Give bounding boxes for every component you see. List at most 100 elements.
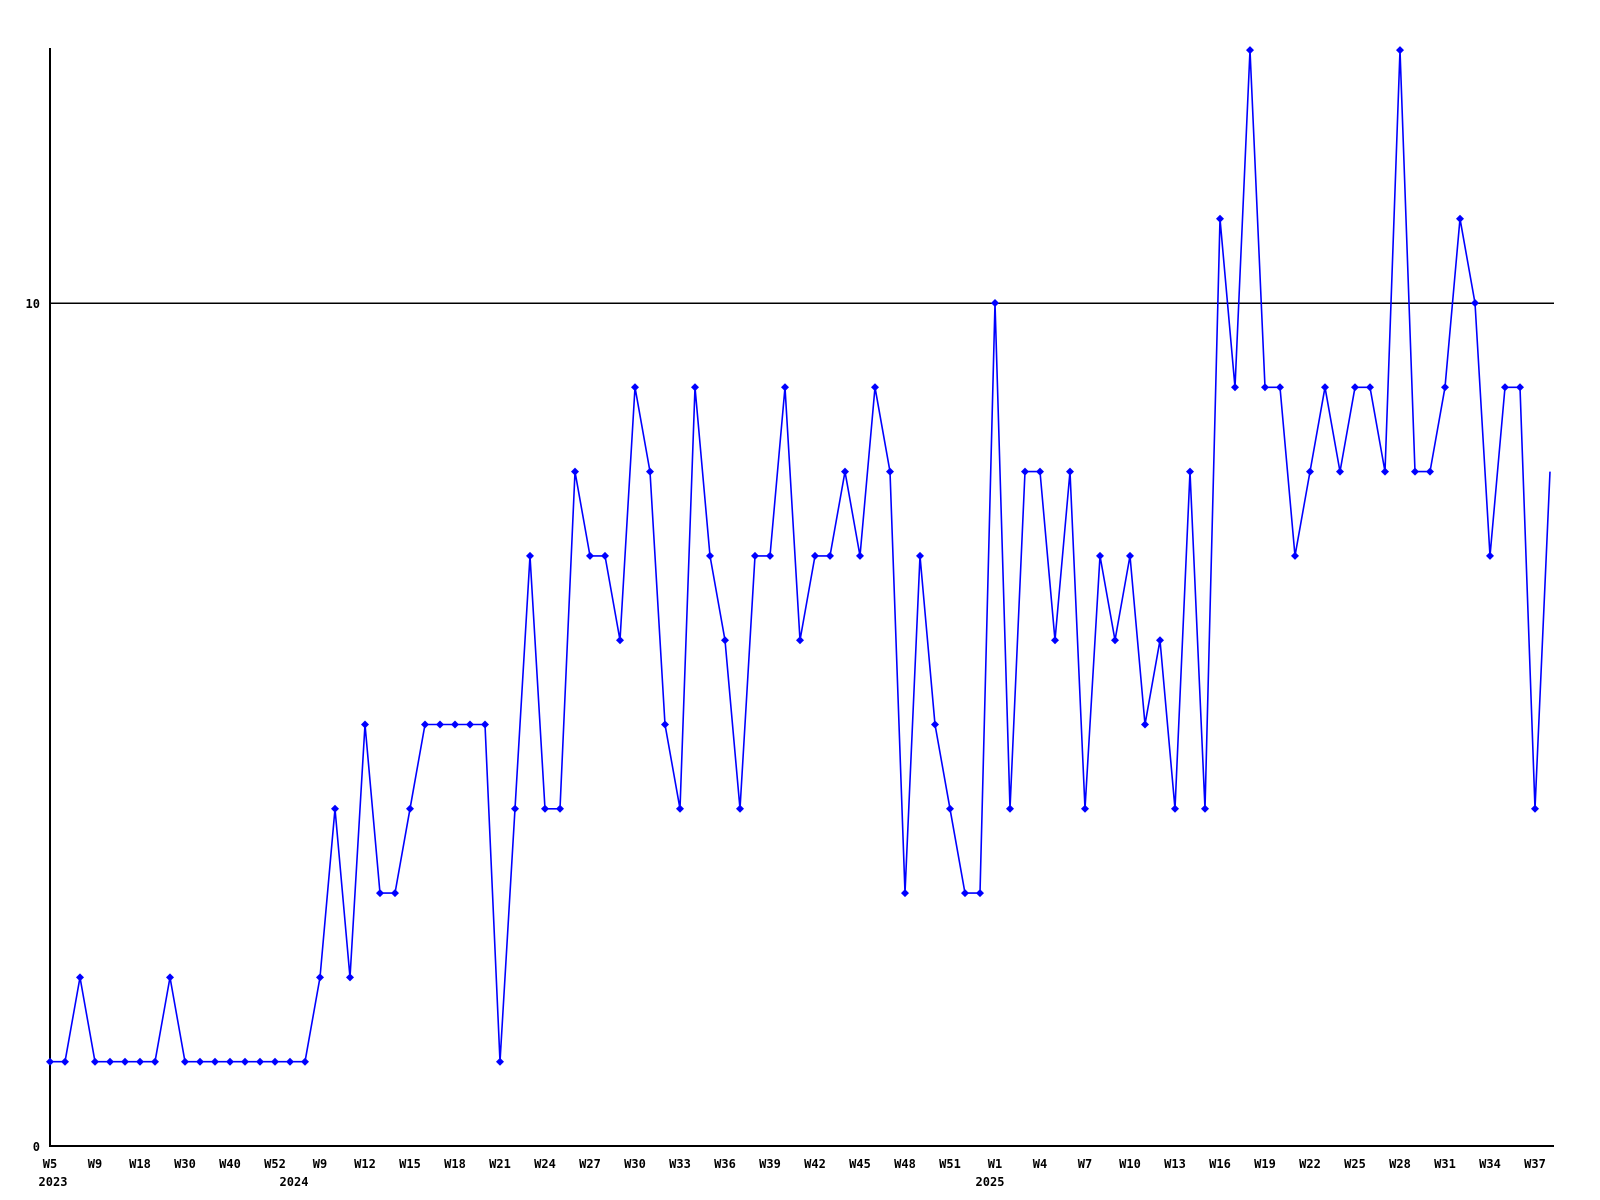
x-tick-label: W18 — [129, 1157, 151, 1171]
x-tick-label: W5 — [43, 1157, 57, 1171]
x-year-label: 2025 — [976, 1175, 1005, 1189]
data-point-marker — [406, 804, 414, 813]
data-point-marker — [661, 720, 669, 729]
data-point-marker — [1246, 46, 1254, 55]
x-tick-label: W22 — [1299, 1157, 1321, 1171]
data-point-marker — [1531, 804, 1539, 813]
x-tick-label: W21 — [489, 1157, 511, 1171]
x-tick-label: W37 — [1524, 1157, 1546, 1171]
data-point-marker — [841, 467, 849, 476]
x-tick-label: W7 — [1078, 1157, 1092, 1171]
data-point-marker — [61, 1057, 69, 1066]
data-point-marker — [46, 1057, 54, 1066]
x-tick-label: W13 — [1164, 1157, 1186, 1171]
y-tick-label: 0 — [33, 1140, 40, 1154]
x-tick-label: W51 — [939, 1157, 961, 1171]
data-point-marker — [1501, 383, 1509, 392]
data-point-marker — [1036, 467, 1044, 476]
x-tick-label: W30 — [624, 1157, 646, 1171]
data-point-marker — [1021, 467, 1029, 476]
data-point-marker — [346, 973, 354, 982]
data-point-marker — [1351, 383, 1359, 392]
data-point-marker — [496, 1057, 504, 1066]
data-point-marker — [976, 889, 984, 898]
data-point-marker — [1486, 551, 1494, 560]
data-point-marker — [1156, 636, 1164, 645]
data-point-marker — [886, 467, 894, 476]
data-point-marker — [106, 1057, 114, 1066]
data-point-marker — [1186, 467, 1194, 476]
x-tick-label: W31 — [1434, 1157, 1456, 1171]
x-year-label: 2024 — [280, 1175, 309, 1189]
data-point-marker — [961, 889, 969, 898]
data-point-marker — [136, 1057, 144, 1066]
data-point-marker — [706, 551, 714, 560]
data-point-marker — [1426, 467, 1434, 476]
data-point-marker — [571, 467, 579, 476]
data-point-marker — [1171, 804, 1179, 813]
data-point-marker — [526, 551, 534, 560]
x-tick-label: W52 — [264, 1157, 286, 1171]
data-point-marker — [181, 1057, 189, 1066]
data-point-marker — [1276, 383, 1284, 392]
data-point-marker — [121, 1057, 129, 1066]
data-point-marker — [76, 973, 84, 982]
data-point-marker — [1081, 804, 1089, 813]
series-line — [50, 49, 1551, 1063]
data-point-marker — [826, 551, 834, 560]
data-point-marker — [586, 551, 594, 560]
data-point-marker — [631, 383, 639, 392]
data-point-marker — [766, 551, 774, 560]
data-point-marker — [856, 551, 864, 560]
data-point-marker — [556, 804, 564, 813]
data-point-marker — [1231, 383, 1239, 392]
data-point-marker — [1096, 551, 1104, 560]
data-point-marker — [1411, 467, 1419, 476]
data-point-marker — [796, 636, 804, 645]
data-point-marker — [196, 1057, 204, 1066]
x-tick-label: W12 — [354, 1157, 376, 1171]
y-tick-label: 10 — [26, 297, 40, 311]
x-tick-label: W25 — [1344, 1157, 1366, 1171]
data-point-marker — [391, 889, 399, 898]
data-point-marker — [811, 551, 819, 560]
x-tick-label: W36 — [714, 1157, 736, 1171]
x-tick-label: W19 — [1254, 1157, 1276, 1171]
data-point-marker — [601, 551, 609, 560]
x-tick-label: W18 — [444, 1157, 466, 1171]
data-point-marker — [646, 467, 654, 476]
x-tick-label: W45 — [849, 1157, 871, 1171]
data-point-marker — [616, 636, 624, 645]
x-tick-label: W15 — [399, 1157, 421, 1171]
data-point-marker — [451, 720, 459, 729]
x-tick-label: W9 — [88, 1157, 102, 1171]
data-point-marker — [1126, 551, 1134, 560]
data-point-marker — [271, 1057, 279, 1066]
data-point-marker — [256, 1057, 264, 1066]
data-point-marker — [751, 551, 759, 560]
data-point-marker — [286, 1057, 294, 1066]
data-point-marker — [151, 1057, 159, 1066]
data-point-marker — [901, 889, 909, 898]
data-point-marker — [361, 720, 369, 729]
data-point-marker — [1366, 383, 1374, 392]
x-tick-label: W28 — [1389, 1157, 1411, 1171]
x-tick-label: W33 — [669, 1157, 691, 1171]
data-point-marker — [331, 804, 339, 813]
x-tick-label: W16 — [1209, 1157, 1231, 1171]
data-point-marker — [301, 1057, 309, 1066]
data-point-marker — [1471, 299, 1479, 307]
data-point-marker — [1216, 214, 1224, 223]
x-tick-label: W24 — [534, 1157, 556, 1171]
x-tick-label: W34 — [1479, 1157, 1501, 1171]
data-point-marker — [931, 720, 939, 729]
x-tick-label: W39 — [759, 1157, 781, 1171]
data-point-marker — [871, 383, 879, 392]
data-point-marker — [541, 804, 549, 813]
x-tick-label: W1 — [988, 1157, 1002, 1171]
data-point-marker — [946, 804, 954, 813]
data-point-marker — [1261, 383, 1269, 392]
x-tick-label: W48 — [894, 1157, 916, 1171]
x-tick-label: W9 — [313, 1157, 327, 1171]
